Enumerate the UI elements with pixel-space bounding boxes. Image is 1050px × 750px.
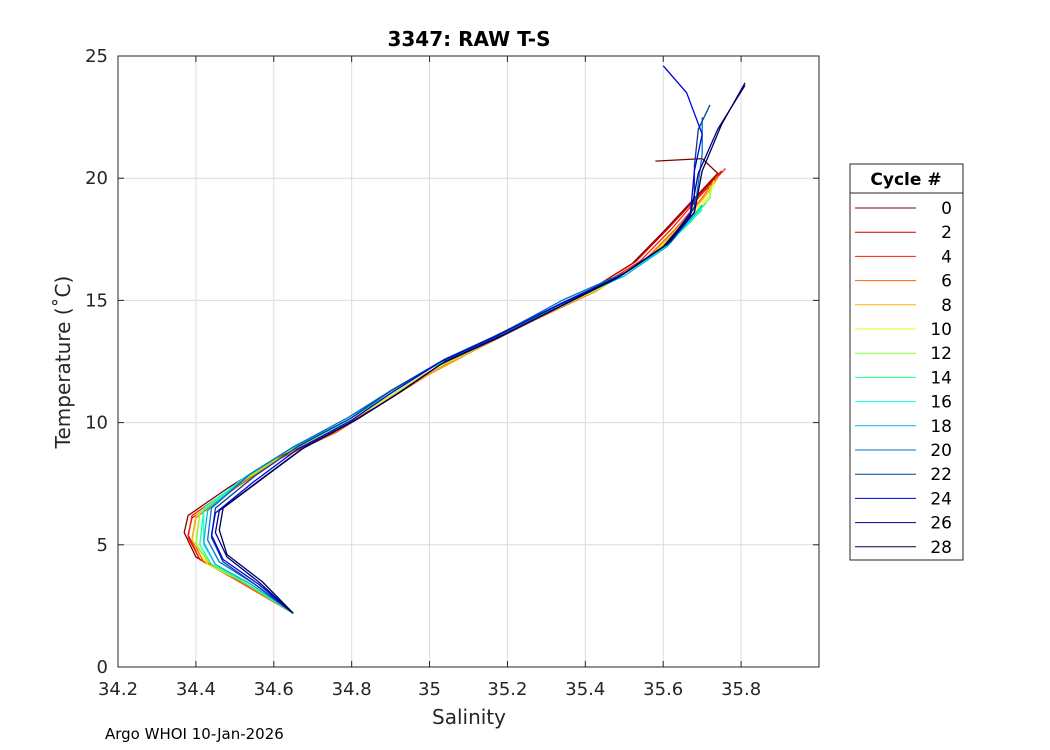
legend-label-cycle-6: 6 [941,272,952,292]
x-tick-label: 35 [418,679,441,700]
legend-label-cycle-24: 24 [930,489,952,509]
legend-title: Cycle # [870,170,941,190]
legend-label-cycle-0: 0 [941,199,952,219]
y-tick-label: 25 [85,46,108,67]
footer-credit: Argo WHOI 10-Jan-2026 [105,725,284,743]
x-tick-label: 34.4 [176,679,216,700]
legend-label-cycle-26: 26 [930,514,952,534]
legend-label-cycle-22: 22 [930,465,952,485]
legend-box [849,163,964,561]
series-line-cycle-2 [187,170,723,614]
legend-label-cycle-8: 8 [941,296,952,316]
x-tick-label: 35.4 [565,679,605,700]
legend-label-cycle-4: 4 [941,247,952,267]
legend-label-cycle-28: 28 [930,538,952,558]
series-line-cycle-24 [210,65,703,614]
series-line-cycle-6 [191,175,719,614]
y-tick-label: 0 [97,657,108,678]
legend-label-cycle-12: 12 [930,344,952,364]
x-tick-label: 34.2 [98,679,138,700]
x-tick-label: 35.2 [487,679,527,700]
series-line-cycle-4 [187,167,726,614]
y-axis-label: Temperature (˚C) [51,276,75,450]
plot-frame [117,55,820,668]
x-tick-label: 34.8 [332,679,372,700]
series-line-cycle-26 [214,84,746,614]
legend-label-cycle-2: 2 [941,223,952,243]
series-line-cycle-20 [206,117,703,614]
y-tick-label: 20 [85,168,108,189]
y-tick-label: 15 [85,290,108,311]
legend-label-cycle-14: 14 [930,368,952,388]
x-tick-label: 34.6 [254,679,294,700]
axis-ticks: 34.2 34.4 34.6 34.8 35 35.2 35.4 35.6 35.8 0 5 10 15… [85,46,819,700]
x-tick-label: 35.6 [643,679,683,700]
y-tick-label: 10 [85,413,108,434]
x-axis-label: Salinity [432,705,506,729]
legend-label-cycle-16: 16 [930,393,952,413]
grid [117,55,819,668]
series-line-cycle-12 [195,185,711,614]
series-line-cycle-22 [210,104,711,614]
chart-title: 3347: RAW T-S [387,27,550,51]
y-tick-label: 5 [97,535,108,556]
legend-label-cycle-20: 20 [930,441,952,461]
series-line-cycle-28 [218,82,746,614]
legend-label-cycle-18: 18 [930,417,952,437]
series-line-cycle-8 [191,177,719,614]
series-layer [183,65,746,614]
legend-label-cycle-10: 10 [930,320,952,340]
x-tick-label: 35.8 [721,679,761,700]
